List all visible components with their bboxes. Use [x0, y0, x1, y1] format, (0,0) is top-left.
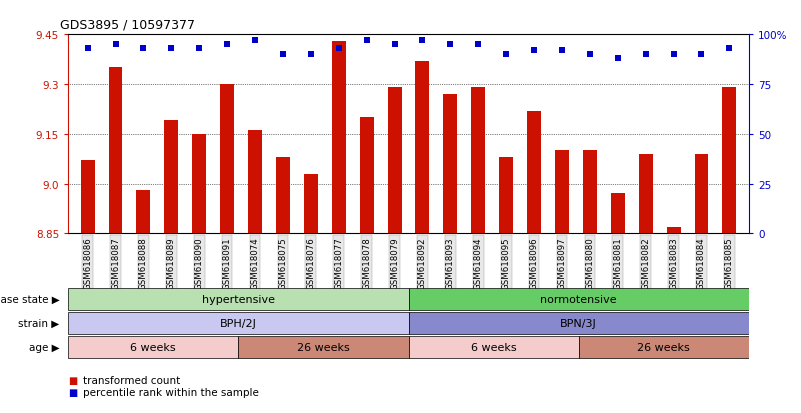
Point: [695, 52, 708, 58]
Text: GSM618079: GSM618079: [390, 236, 399, 289]
Bar: [248, 131, 262, 234]
Point: [528, 47, 541, 54]
Bar: [220, 85, 234, 234]
Bar: [68, 313, 409, 334]
Text: BPN/3J: BPN/3J: [561, 318, 597, 328]
Point: [667, 52, 680, 58]
Text: GSM618082: GSM618082: [641, 236, 650, 289]
Point: [500, 52, 513, 58]
Point: [639, 52, 652, 58]
Text: ■: ■: [68, 387, 78, 397]
Text: 26 weeks: 26 weeks: [638, 342, 690, 352]
Bar: [578, 337, 749, 358]
Text: transformed count: transformed count: [83, 375, 179, 385]
Bar: [276, 158, 290, 234]
Text: age ▶: age ▶: [29, 342, 59, 352]
Bar: [68, 337, 239, 358]
Text: BPH/2J: BPH/2J: [219, 318, 257, 328]
Bar: [583, 151, 597, 234]
Text: GSM618074: GSM618074: [251, 236, 260, 289]
Text: GSM618085: GSM618085: [725, 236, 734, 289]
Bar: [638, 154, 653, 234]
Point: [611, 56, 624, 62]
Bar: [409, 313, 749, 334]
Point: [137, 46, 150, 52]
Point: [276, 52, 289, 58]
Text: GDS3895 / 10597377: GDS3895 / 10597377: [60, 18, 195, 31]
Point: [165, 46, 178, 52]
Text: normotensive: normotensive: [541, 294, 617, 304]
Text: ■: ■: [68, 375, 78, 385]
Text: hypertensive: hypertensive: [202, 294, 275, 304]
Bar: [555, 151, 569, 234]
Bar: [332, 42, 346, 234]
Bar: [192, 134, 206, 234]
Point: [388, 42, 401, 48]
Bar: [164, 121, 179, 234]
Bar: [444, 95, 457, 234]
Point: [193, 46, 206, 52]
Bar: [723, 88, 736, 234]
Text: disease state ▶: disease state ▶: [0, 294, 59, 304]
Text: GSM618076: GSM618076: [306, 236, 316, 289]
Text: GSM618081: GSM618081: [614, 236, 622, 289]
Text: GSM618093: GSM618093: [446, 236, 455, 289]
Point: [221, 42, 234, 48]
Text: GSM618097: GSM618097: [557, 236, 566, 289]
Text: GSM618089: GSM618089: [167, 236, 176, 289]
Bar: [136, 191, 151, 234]
Bar: [611, 194, 625, 234]
Bar: [694, 154, 708, 234]
Bar: [409, 289, 749, 310]
Point: [444, 42, 457, 48]
Bar: [109, 68, 123, 234]
Text: GSM618095: GSM618095: [501, 236, 511, 289]
Text: GSM618096: GSM618096: [529, 236, 538, 289]
Text: GSM618094: GSM618094: [473, 236, 483, 289]
Point: [723, 46, 736, 52]
Text: GSM618077: GSM618077: [334, 236, 344, 289]
Text: GSM618092: GSM618092: [418, 236, 427, 289]
Point: [109, 42, 122, 48]
Bar: [360, 118, 373, 234]
Bar: [666, 227, 681, 234]
Text: 6 weeks: 6 weeks: [471, 342, 517, 352]
Text: GSM618078: GSM618078: [362, 236, 371, 289]
Point: [332, 46, 345, 52]
Bar: [68, 289, 409, 310]
Point: [248, 38, 261, 44]
Text: GSM618091: GSM618091: [223, 236, 231, 289]
Point: [304, 52, 317, 58]
Bar: [388, 88, 401, 234]
Bar: [499, 158, 513, 234]
Text: GSM618083: GSM618083: [669, 236, 678, 289]
Bar: [304, 174, 318, 234]
Point: [416, 38, 429, 44]
Text: GSM618086: GSM618086: [83, 236, 92, 289]
Bar: [527, 111, 541, 234]
Text: 26 weeks: 26 weeks: [297, 342, 350, 352]
Bar: [471, 88, 485, 234]
Text: percentile rank within the sample: percentile rank within the sample: [83, 387, 259, 397]
Text: strain ▶: strain ▶: [18, 318, 59, 328]
Text: 6 weeks: 6 weeks: [131, 342, 176, 352]
Text: GSM618080: GSM618080: [586, 236, 594, 289]
Point: [472, 42, 485, 48]
Text: GSM618087: GSM618087: [111, 236, 120, 289]
Bar: [239, 337, 409, 358]
Bar: [416, 62, 429, 234]
Text: GSM618088: GSM618088: [139, 236, 148, 289]
Point: [360, 38, 373, 44]
Text: GSM618075: GSM618075: [279, 236, 288, 289]
Point: [583, 52, 596, 58]
Bar: [409, 337, 578, 358]
Point: [81, 46, 94, 52]
Text: GSM618090: GSM618090: [195, 236, 203, 289]
Point: [556, 47, 569, 54]
Text: GSM618084: GSM618084: [697, 236, 706, 289]
Bar: [81, 161, 95, 234]
